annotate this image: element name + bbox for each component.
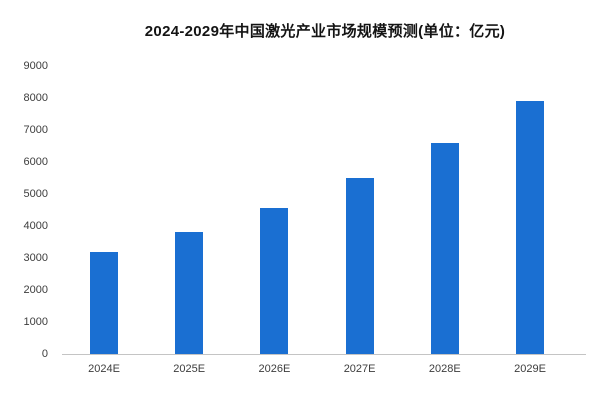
chart-title: 2024-2029年中国激光产业市场规模预测(单位：亿元) xyxy=(144,23,506,40)
bar-2027E xyxy=(345,178,374,354)
x-tick-label: 2027E xyxy=(343,363,376,375)
y-tick-label: 8000 xyxy=(23,92,48,104)
x-axis-line xyxy=(62,354,586,355)
bar-2024E xyxy=(90,251,118,354)
bar-2026E xyxy=(260,208,289,354)
bar-2025E xyxy=(175,232,204,354)
y-tick-label: 7000 xyxy=(23,124,48,136)
x-tick-label: 2025E xyxy=(173,363,206,375)
x-tick-label: 2024E xyxy=(88,363,120,375)
x-tick-label: 2029E xyxy=(514,363,546,375)
y-tick-label: 9000 xyxy=(23,60,48,72)
y-tick-label: 6000 xyxy=(23,156,48,168)
x-tick-label: 2028E xyxy=(428,363,461,375)
y-tick-label: 3000 xyxy=(23,252,48,264)
y-tick-label: 0 xyxy=(41,348,48,360)
bar-2029E xyxy=(516,101,544,354)
y-tick-label: 4000 xyxy=(23,220,48,232)
bar-2028E xyxy=(430,142,459,354)
y-tick-label: 2000 xyxy=(23,284,48,296)
y-tick-label: 1000 xyxy=(23,316,48,328)
x-tick-label: 2026E xyxy=(258,363,291,375)
y-tick-label: 5000 xyxy=(23,188,48,200)
